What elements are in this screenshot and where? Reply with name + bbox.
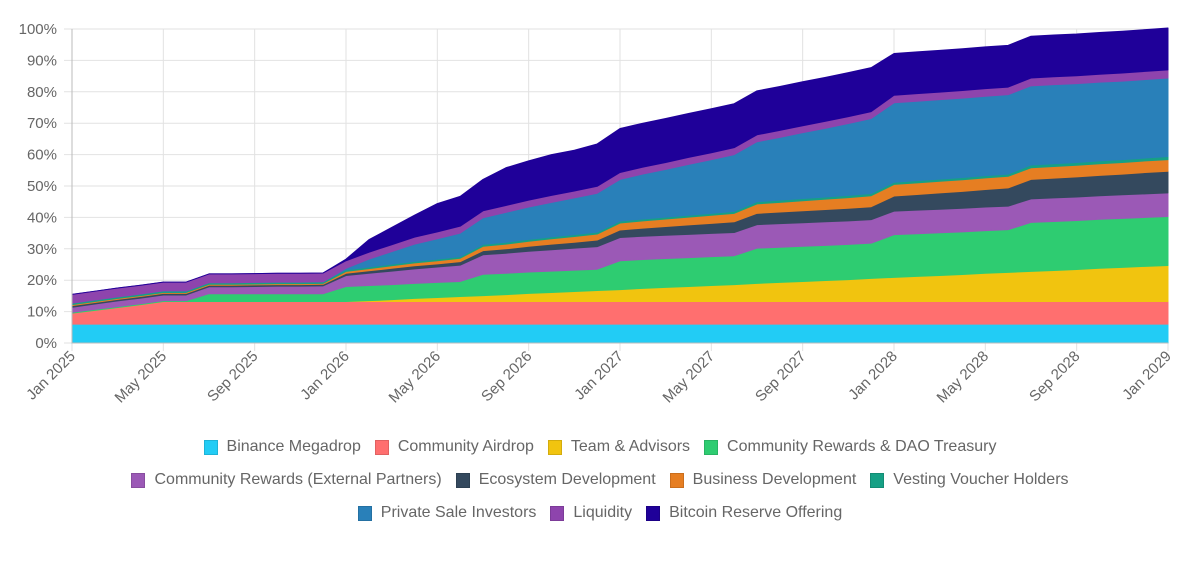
area-community-airdrop[interactable] [71,301,1169,325]
area-binance-megadrop[interactable] [71,323,1169,344]
areas [71,27,1169,344]
x-tick-label: May 2028 [934,348,993,407]
legend-label: Binance Megadrop [226,438,361,455]
y-tick-label: 100% [19,21,57,38]
legend-row: Private Sale Investors Liquidity Bitcoin R… [0,504,1200,522]
legend-item[interactable]: Bitcoin Reserve Offering [646,504,842,522]
x-tick-label: Sep 2028 [1026,348,1083,405]
legend-swatch [374,439,389,455]
legend-label: Team & Advisors [570,438,691,455]
legend-swatch [550,505,565,521]
x-tick-label: Jan 2028 [845,348,901,404]
y-tick-label: 80% [27,84,57,101]
legend-label: Business Development [692,471,857,488]
legend-swatch [870,472,885,488]
x-tick-label: Jan 2029 [1119,348,1175,404]
legend-item[interactable]: Team & Advisors [547,438,691,456]
x-tick-label: Jan 2027 [571,348,627,404]
legend-label: Community Rewards (External Partners) [154,471,442,488]
legend-item[interactable]: Community Rewards & DAO Treasury [704,438,996,456]
legend-label: Ecosystem Development [478,471,656,488]
legend-item[interactable]: Liquidity [550,504,632,522]
x-tick-label: Sep 2025 [204,348,261,405]
legend-item[interactable]: Business Development [669,471,857,489]
legend-item[interactable]: Vesting Voucher Holders [870,471,1069,489]
legend-swatch [704,439,719,455]
legend-label: Bitcoin Reserve Offering [669,504,843,521]
x-tick-label: May 2025 [112,348,171,407]
y-tick-label: 60% [27,147,57,164]
legend-label: Community Airdrop [397,438,534,455]
legend-swatch [547,439,562,455]
y-tick-label: 20% [27,272,57,289]
y-tick-label: 90% [27,52,57,69]
x-tick-label: Jan 2026 [297,348,353,404]
x-tick-label: May 2026 [386,348,445,407]
x-tick-label: Sep 2027 [752,348,809,405]
y-tick-label: 0% [35,335,57,352]
y-tick-label: 30% [27,241,57,258]
y-tick-label: 70% [27,115,57,132]
legend-label: Community Rewards & DAO Treasury [727,438,997,455]
legend-swatch [203,439,218,455]
legend-swatch [646,505,661,521]
legend-swatch [455,472,470,488]
legend-swatch [131,472,146,488]
legend-item[interactable]: Ecosystem Development [455,471,656,489]
x-tick-label: Jan 2025 [23,348,79,404]
x-tick-label: May 2027 [660,348,719,407]
area-bitcoin-reserve-offering[interactable] [71,27,1169,295]
legend-row: Community Rewards (External Partners) Eco… [0,471,1200,489]
legend-label: Liquidity [573,504,633,521]
legend-label: Private Sale Investors [380,504,537,521]
legend-swatch [357,505,372,521]
legend-label: Vesting Voucher Holders [893,471,1069,488]
x-tick-label: Sep 2026 [478,348,535,405]
y-tick-label: 50% [27,178,57,195]
legend-swatch [669,472,684,488]
legend-item[interactable]: Community Rewards (External Partners) [131,471,442,489]
y-tick-label: 10% [27,304,57,321]
legend-item[interactable]: Private Sale Investors [357,504,537,522]
legend-row: Binance Megadrop Community Airdrop Team & … [0,438,1200,456]
legend-item[interactable]: Community Airdrop [374,438,534,456]
y-tick-label: 40% [27,209,57,226]
legend-item[interactable]: Binance Megadrop [203,438,361,456]
